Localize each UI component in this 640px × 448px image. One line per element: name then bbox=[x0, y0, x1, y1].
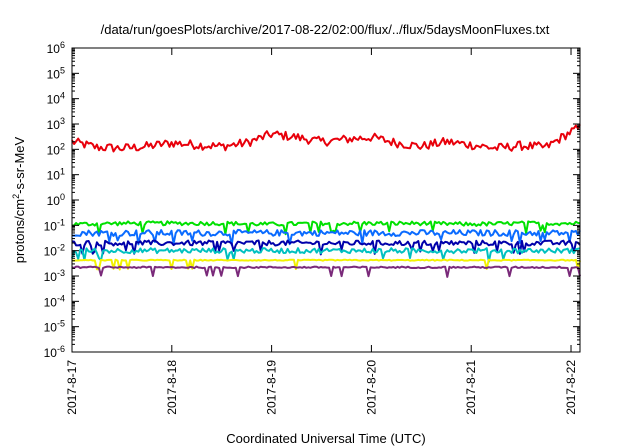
y-tick-label: 10-5 bbox=[44, 319, 65, 335]
y-tick-label: 10-6 bbox=[44, 344, 65, 360]
y-axis-label-sup: 2 bbox=[11, 194, 21, 199]
y-tick-label: 10-1 bbox=[44, 217, 65, 233]
x-tick-label: 2017-8-22 bbox=[564, 360, 578, 415]
y-tick-label: 106 bbox=[47, 40, 65, 56]
y-tick-base: 10 bbox=[47, 118, 61, 132]
y-tick-exponent: -4 bbox=[57, 293, 65, 303]
y-tick-label: 104 bbox=[47, 91, 65, 107]
series-line bbox=[71, 258, 581, 271]
y-tick-label: 101 bbox=[47, 167, 65, 183]
y-tick-label: 10-4 bbox=[44, 293, 65, 309]
y-tick-label: 102 bbox=[47, 141, 65, 157]
y-tick-base: 10 bbox=[44, 270, 58, 284]
y-tick-exponent: -3 bbox=[57, 268, 65, 278]
y-tick-exponent: 2 bbox=[60, 141, 65, 151]
y-tick-exponent: -6 bbox=[57, 344, 65, 354]
y-tick-base: 10 bbox=[47, 93, 61, 107]
y-tick-label: 10-2 bbox=[44, 243, 65, 259]
y-tick-exponent: 6 bbox=[60, 40, 65, 50]
y-axis-label-main: protons/cm bbox=[12, 199, 27, 263]
y-tick-base: 10 bbox=[47, 169, 61, 183]
y-tick-exponent: 1 bbox=[60, 167, 65, 177]
series-line bbox=[71, 239, 581, 256]
x-tick-label: 2017-8-17 bbox=[65, 360, 79, 415]
y-tick-base: 10 bbox=[44, 295, 58, 309]
y-tick-label: 103 bbox=[47, 116, 65, 132]
y-tick-base: 10 bbox=[44, 321, 58, 335]
series-line bbox=[71, 265, 581, 278]
y-tick-exponent: 0 bbox=[60, 192, 65, 202]
series-line bbox=[71, 220, 581, 236]
y-tick-label: 100 bbox=[47, 192, 65, 208]
y-tick-label: 10-3 bbox=[44, 268, 65, 284]
series-line bbox=[71, 228, 581, 246]
y-tick-exponent: -1 bbox=[57, 217, 65, 227]
y-tick-base: 10 bbox=[44, 346, 58, 360]
y-tick-exponent: 5 bbox=[60, 65, 65, 75]
x-axis-label: Coordinated Universal Time (UTC) bbox=[226, 431, 425, 446]
series-line bbox=[71, 247, 581, 263]
y-tick-base: 10 bbox=[47, 42, 61, 56]
y-tick-base: 10 bbox=[44, 219, 58, 233]
x-tick-label: 2017-8-21 bbox=[464, 360, 478, 415]
y-tick-exponent: -2 bbox=[57, 243, 65, 253]
y-tick-base: 10 bbox=[47, 194, 61, 208]
y-tick-exponent: 4 bbox=[60, 91, 65, 101]
x-tick-label: 2017-8-18 bbox=[165, 360, 179, 415]
series-line bbox=[71, 123, 581, 153]
chart-title: /data/run/goesPlots/archive/2017-08-22/0… bbox=[101, 22, 550, 37]
y-tick-exponent: 3 bbox=[60, 116, 65, 126]
x-axis: 2017-8-17 2017-8-18 2017-8-19 2017-8-20 2017… bbox=[65, 48, 578, 415]
y-axis-label: protons/cm2-s-sr-MeV bbox=[11, 136, 27, 263]
x-tick-label: 2017-8-20 bbox=[364, 360, 378, 415]
y-tick-exponent: -5 bbox=[57, 319, 65, 329]
plot-frame bbox=[71, 47, 581, 353]
x-tick-label: 2017-8-19 bbox=[265, 360, 279, 415]
y-axis-label-tail: -s-sr-MeV bbox=[12, 136, 27, 193]
y-tick-label: 105 bbox=[47, 65, 65, 81]
y-axis: 10610510410310210110010-110-210-310-410-… bbox=[44, 40, 580, 360]
y-tick-base: 10 bbox=[44, 245, 58, 259]
plot-area bbox=[71, 123, 581, 278]
y-tick-base: 10 bbox=[47, 143, 61, 157]
y-tick-base: 10 bbox=[47, 67, 61, 81]
